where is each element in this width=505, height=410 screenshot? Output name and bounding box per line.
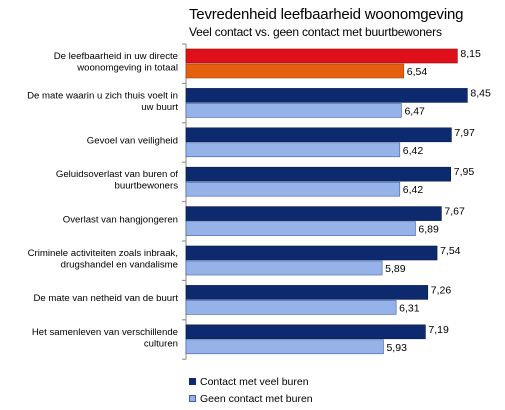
value-label-series-1: 7,19 xyxy=(428,324,449,336)
category-label: De leefbaarheid in uw directe woonomgevin… xyxy=(54,51,178,73)
value-label-series-1: 7,95 xyxy=(454,166,475,178)
category-label-line: De mate van netheid van de buurt xyxy=(33,293,178,304)
legend-label-series-2: Geen contact met buren xyxy=(200,392,313,405)
bar-series-2 xyxy=(185,63,405,79)
category-label-line: buurtbewoners xyxy=(115,181,179,192)
value-label-series-2: 6,31 xyxy=(399,302,420,314)
bar-series-1 xyxy=(185,127,452,143)
category-label: Overlast van hangjongeren xyxy=(63,214,178,225)
bar-series-2 xyxy=(185,339,384,355)
bar-series-2 xyxy=(185,142,401,158)
category-label-line: uw buurt xyxy=(141,102,178,113)
category-label: De mate van netheid van de buurt xyxy=(33,293,178,304)
value-label-series-1: 7,54 xyxy=(440,245,461,257)
bar-series-1 xyxy=(185,48,458,64)
category-label-line: De mate waarin u zich thuis voelt in xyxy=(27,90,178,101)
value-label-series-2: 6,89 xyxy=(418,224,439,236)
category-label: De mate waarin u zich thuis voelt in uw b… xyxy=(27,90,178,113)
category-label: Geluidsoverlast van buren of buurtbewoner… xyxy=(56,169,178,192)
bar-series-1 xyxy=(185,245,438,261)
category-label-line: Geluidsoverlast van buren of xyxy=(56,169,178,180)
bar-series-1 xyxy=(185,285,429,300)
legend-swatch-series-2 xyxy=(189,395,196,402)
value-label-series-2: 6,54 xyxy=(407,66,428,78)
category-label-line: De leefbaarheid in uw directe xyxy=(54,51,178,62)
value-label-series-1: 8,45 xyxy=(470,87,491,99)
category-label: Criminele activiteiten zoals inbraak, dru… xyxy=(28,248,178,271)
bar-series-2 xyxy=(185,221,416,236)
bar-series-1 xyxy=(185,324,426,340)
category-label-line: culturen xyxy=(144,338,178,349)
value-label-series-1: 7,67 xyxy=(444,206,465,218)
legend-item-series-2: Geen contact met buren xyxy=(189,390,313,407)
value-label-series-1: 7,26 xyxy=(431,284,452,296)
legend-label-series-1: Contact met veel buren xyxy=(200,375,309,388)
category-label-line: Overlast van hangjongeren xyxy=(63,214,178,225)
bar-chart: 8,15 6,54 De leefbaarheid in uw directe woo… xyxy=(27,43,491,360)
bar-series-1 xyxy=(185,206,442,221)
value-label-series-2: 5,93 xyxy=(386,342,407,354)
category-label-line: drugshandel en vandalisme xyxy=(61,259,178,270)
category-label-line: Het samenleven van verschillende xyxy=(32,327,178,338)
bar-series-1 xyxy=(185,166,452,182)
value-label-series-2: 6,42 xyxy=(403,145,424,157)
value-label-series-1: 7,97 xyxy=(454,127,475,139)
chart-subtitle: Veel contact vs. geen contact met buurtb… xyxy=(189,25,442,39)
category-label-line: Criminele activiteiten zoals inbraak, xyxy=(28,248,178,259)
legend-item-series-1: Contact met veel buren xyxy=(189,373,313,390)
bar-series-2 xyxy=(185,300,397,315)
legend-swatch-series-1 xyxy=(189,378,196,385)
bar-series-2 xyxy=(185,181,401,197)
value-label-series-1: 8,15 xyxy=(460,48,481,60)
category-label-line: woonomgeving in totaal xyxy=(76,62,178,73)
category-label-line: Gevoel van veiligheid xyxy=(87,136,178,147)
bar-series-2 xyxy=(185,103,402,118)
bar-series-2 xyxy=(185,260,383,276)
category-label: Het samenleven van verschillende culturen xyxy=(32,327,178,350)
chart-title: Tevredenheid leefbaarheid woonomgeving xyxy=(189,6,464,23)
legend: Contact met veel buren Geen contact met … xyxy=(189,373,313,407)
value-label-series-2: 5,89 xyxy=(385,263,406,275)
category-label: Gevoel van veiligheid xyxy=(87,136,178,147)
value-label-series-2: 6,47 xyxy=(404,105,425,117)
value-label-series-2: 6,42 xyxy=(403,184,424,196)
bar-series-1 xyxy=(185,88,468,103)
